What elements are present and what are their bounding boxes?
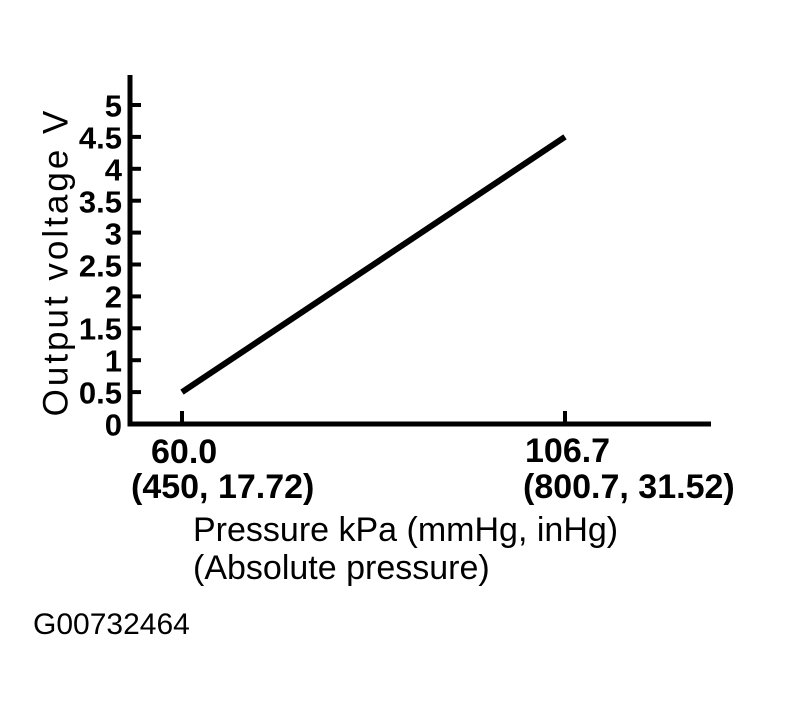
y-tick-label-4: 4 <box>104 152 122 188</box>
x-axis-title-line1: Pressure kPa (mmHg, inHg) <box>193 511 619 549</box>
y-tick-label-3: 3 <box>104 216 122 252</box>
y-tick-label-0.5: 0.5 <box>78 375 122 411</box>
y-tick-label-2: 2 <box>104 279 122 315</box>
y-tick-label-1.5: 1.5 <box>78 311 122 347</box>
x-tick-sublabel-60: (450, 17.72) <box>131 468 315 506</box>
x-tick-label-60: 60.0 <box>151 433 218 471</box>
y-tick-label-1: 1 <box>104 343 122 379</box>
y-tick-label-2.5: 2.5 <box>78 248 122 283</box>
x-tick-label-106: 106.7 <box>525 432 611 470</box>
figure-id: G00732464 <box>33 608 190 641</box>
y-tick-label-5: 5 <box>104 88 122 124</box>
x-tick-sublabel-106: (800.7, 31.52) <box>523 468 735 506</box>
y-tick-label-4.5: 4.5 <box>78 120 122 156</box>
y-tick-label-3.5: 3.5 <box>78 184 122 220</box>
y-tick-label-0: 0 <box>104 407 122 443</box>
series-line <box>180 134 567 395</box>
x-axis-title-line2: (Absolute pressure) <box>193 549 490 587</box>
